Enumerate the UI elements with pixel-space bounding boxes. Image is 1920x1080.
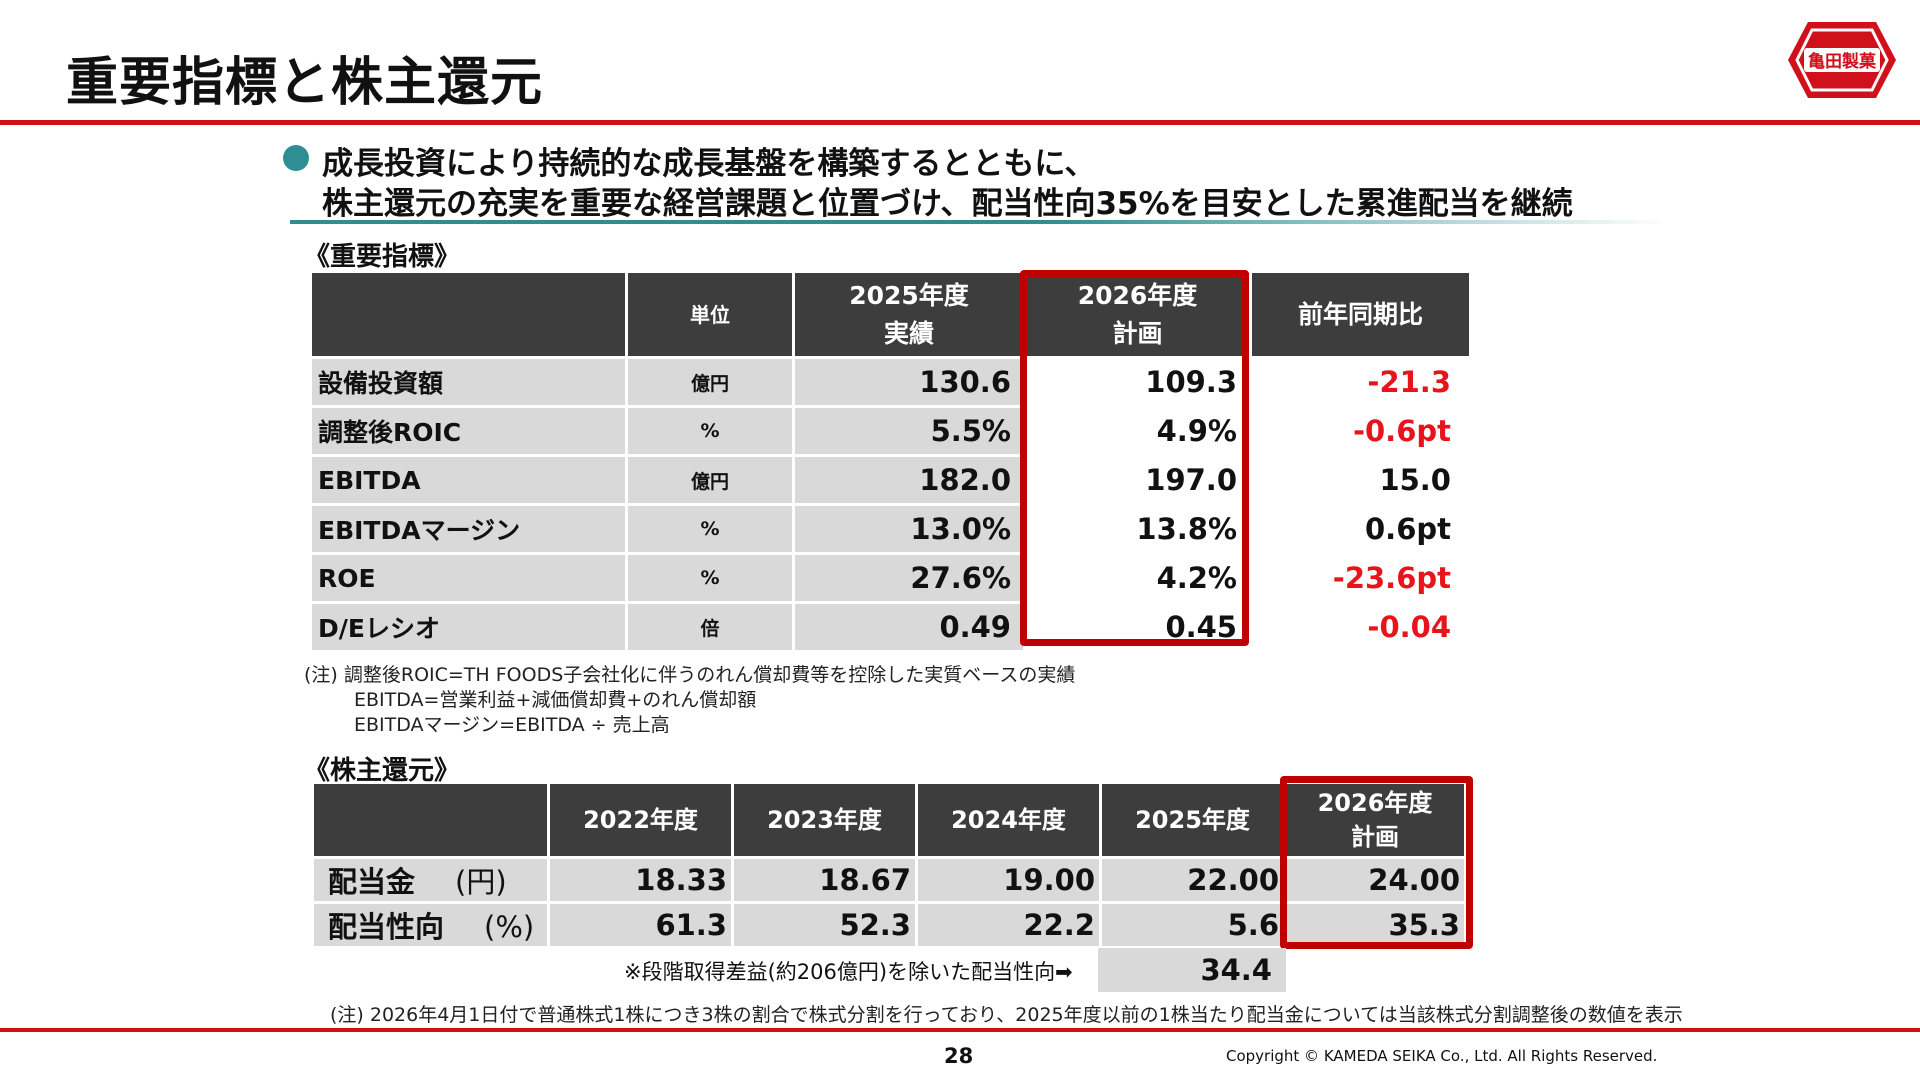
shareholder-header-row: 2022年度 2023年度 2024年度 2025年度 2026年度 計画: [314, 784, 1464, 856]
shareholder-row-unit: (円): [455, 865, 507, 899]
table-row: EBITDA 億円 182.0 197.0 15.0: [312, 457, 1469, 503]
plan-column-highlight: [1020, 270, 1249, 646]
kpi-row-name: 調整後ROIC: [312, 408, 625, 454]
logo-hexagon-icon: 亀田製菓: [1788, 22, 1896, 98]
lead-line-2: 株主還元の充実を重要な経営課題と位置づけ、配当性向35%を目安とした累進配当を継…: [322, 186, 1573, 222]
shareholder-value: 52.3: [734, 904, 915, 946]
kpi-actual-value: 5.5%: [795, 408, 1023, 454]
kpi-yoy-value: 15.0: [1252, 457, 1469, 503]
kpi-header-actual: 2025年度 実績: [795, 273, 1023, 356]
kpi-row-unit: %: [628, 506, 792, 552]
kpi-actual-value: 130.6: [795, 359, 1023, 405]
kpi-header-blank: [312, 273, 625, 356]
exclusion-value: 34.4: [1098, 948, 1286, 992]
exclusion-note: ※段階取得差益(約206億円)を除いた配当性向➡: [624, 960, 1073, 984]
kpi-plan-value: 4.2%: [1026, 555, 1249, 601]
kpi-yoy-value: 0.6pt: [1252, 506, 1469, 552]
shareholder-section-label: 《株主還元》: [304, 756, 461, 786]
kpi-row-name: 設備投資額: [312, 359, 625, 405]
title-divider: [0, 120, 1920, 125]
kpi-row-unit: %: [628, 408, 792, 454]
kpi-header-yoy: 前年同期比: [1252, 273, 1469, 356]
plan-column-highlight: [1280, 776, 1473, 949]
shareholder-value: 22.00: [1102, 859, 1283, 901]
kpi-yoy-value: -0.04: [1252, 604, 1469, 650]
kpi-row-name: EBITDA: [312, 457, 625, 503]
lead-underline: [290, 220, 1670, 224]
kpi-row-name: ROE: [312, 555, 625, 601]
shareholder-header-year: 2025年度: [1102, 784, 1283, 856]
kpi-actual-value: 27.6%: [795, 555, 1023, 601]
kpi-actual-value: 0.49: [795, 604, 1023, 650]
table-row: D/Eレシオ 倍 0.49 0.45 -0.04: [312, 604, 1469, 650]
kpi-header-row: 単位 2025年度 実績 2026年度 計画 前年同期比: [312, 273, 1469, 356]
shareholder-plan-value: 24.00: [1286, 859, 1464, 901]
table-row: 配当性向 (%) 61.3 52.3 22.2 5.6 35.3: [314, 904, 1464, 946]
shareholder-row-name: 配当金 (円): [314, 859, 547, 901]
logo-text: 亀田製菓: [1808, 51, 1877, 72]
shareholder-header-year: 2022年度: [550, 784, 731, 856]
shareholder-value: 5.6: [1102, 904, 1283, 946]
kpi-plan-value: 4.9%: [1026, 408, 1249, 454]
table-row: 調整後ROIC % 5.5% 4.9% -0.6pt: [312, 408, 1469, 454]
shareholder-value: 19.00: [918, 859, 1099, 901]
kpi-header-unit: 単位: [628, 273, 792, 356]
shareholder-table: 2022年度 2023年度 2024年度 2025年度 2026年度 計画 配当金…: [311, 781, 1467, 949]
table-row: EBITDAマージン % 13.0% 13.8% 0.6pt: [312, 506, 1469, 552]
kpi-yoy-value: -23.6pt: [1252, 555, 1469, 601]
kpi-note: (注) 調整後ROIC=TH FOODS子会社化に伴うのれん償却費等を控除した実…: [304, 664, 1076, 686]
shareholder-header-plan: 2026年度 計画: [1286, 784, 1464, 856]
shareholder-row-unit: (%): [484, 910, 535, 944]
kpi-yoy-value: -21.3: [1252, 359, 1469, 405]
kpi-plan-value: 109.3: [1026, 359, 1249, 405]
footer-divider: [0, 1028, 1920, 1032]
kpi-note: EBITDAマージン=EBITDA ÷ 売上高: [354, 714, 670, 736]
kpi-row-name: D/Eレシオ: [312, 604, 625, 650]
company-logo: 亀田製菓: [1786, 20, 1898, 100]
kpi-plan-value: 13.8%: [1026, 506, 1249, 552]
kpi-actual-value: 13.0%: [795, 506, 1023, 552]
kpi-plan-value: 197.0: [1026, 457, 1249, 503]
kpi-actual-value: 182.0: [795, 457, 1023, 503]
shareholder-header-year: 2024年度: [918, 784, 1099, 856]
kpi-table: 単位 2025年度 実績 2026年度 計画 前年同期比 設備投資額 億円 130.…: [309, 270, 1472, 653]
kpi-row-unit: %: [628, 555, 792, 601]
kpi-section-label: 《重要指標》: [304, 242, 461, 272]
table-row: 配当金 (円) 18.33 18.67 19.00 22.00 24.00: [314, 859, 1464, 901]
kpi-row-unit: 億円: [628, 457, 792, 503]
kpi-note: EBITDA=営業利益+減価償却費+のれん償却額: [354, 689, 757, 711]
shareholder-footnote: (注) 2026年4月1日付で普通株式1株につき3株の割合で株式分割を行っており…: [330, 1004, 1683, 1026]
copyright: Copyright © KAMEDA SEIKA Co., Ltd. All R…: [1226, 1047, 1658, 1065]
kpi-row-unit: 億円: [628, 359, 792, 405]
kpi-row-unit: 倍: [628, 604, 792, 650]
shareholder-plan-value: 35.3: [1286, 904, 1464, 946]
table-row: 設備投資額 億円 130.6 109.3 -21.3: [312, 359, 1469, 405]
kpi-yoy-value: -0.6pt: [1252, 408, 1469, 454]
shareholder-header-blank: [314, 784, 547, 856]
page-title: 重要指標と株主還元: [66, 53, 544, 113]
page-number: 28: [944, 1044, 974, 1068]
shareholder-value: 61.3: [550, 904, 731, 946]
lead-line-1: 成長投資により持続的な成長基盤を構築するとともに、: [322, 146, 1096, 182]
shareholder-value: 18.33: [550, 859, 731, 901]
shareholder-value: 22.2: [918, 904, 1099, 946]
kpi-row-name: EBITDAマージン: [312, 506, 625, 552]
table-row: ROE % 27.6% 4.2% -23.6pt: [312, 555, 1469, 601]
shareholder-value: 18.67: [734, 859, 915, 901]
kpi-header-plan: 2026年度 計画: [1026, 273, 1249, 356]
shareholder-row-name: 配当性向 (%): [314, 904, 547, 946]
bullet-icon: [283, 145, 309, 171]
shareholder-header-year: 2023年度: [734, 784, 915, 856]
